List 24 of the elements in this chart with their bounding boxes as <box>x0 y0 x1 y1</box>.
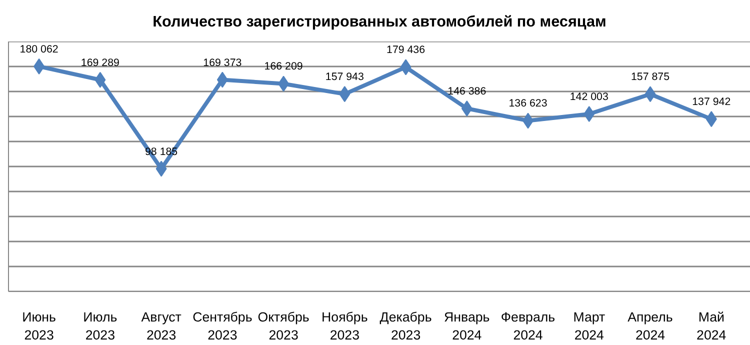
x-tick-label: Январь 2024 <box>444 310 490 342</box>
x-tick-label: Декабрь 2023 <box>380 310 432 342</box>
data-label: 169 373 <box>203 56 242 69</box>
x-tick-label: Июнь 2023 <box>22 310 56 342</box>
x-tick-label: Апрель 2024 <box>628 310 673 342</box>
data-label: 169 289 <box>80 56 120 69</box>
data-label: 157 943 <box>325 71 364 84</box>
chart-title: Количество зарегистрированных автомобилей по месяцам <box>152 14 606 30</box>
data-label: 136 623 <box>508 98 548 110</box>
data-label: 137 942 <box>692 96 731 108</box>
data-label: 166 209 <box>264 60 303 73</box>
x-tick-label: Июль 2023 <box>83 310 118 342</box>
data-label: 157 875 <box>631 71 670 84</box>
x-tick-label: Сентябрь 2023 <box>192 310 252 342</box>
x-tick-label: Ноябрь 2023 <box>322 310 368 342</box>
data-label: 179 436 <box>386 44 426 56</box>
x-tick-label: Октябрь 2023 <box>258 310 310 342</box>
data-label: 180 062 <box>20 43 58 56</box>
x-tick-label: Май 2024 <box>696 310 727 342</box>
x-tick-label: Февраль 2024 <box>500 310 556 342</box>
x-tick-label: Март 2024 <box>573 310 606 342</box>
data-label: 146 386 <box>448 86 486 98</box>
data-label: 142 003 <box>570 90 608 103</box>
x-tick-label: Август 2023 <box>141 310 182 342</box>
